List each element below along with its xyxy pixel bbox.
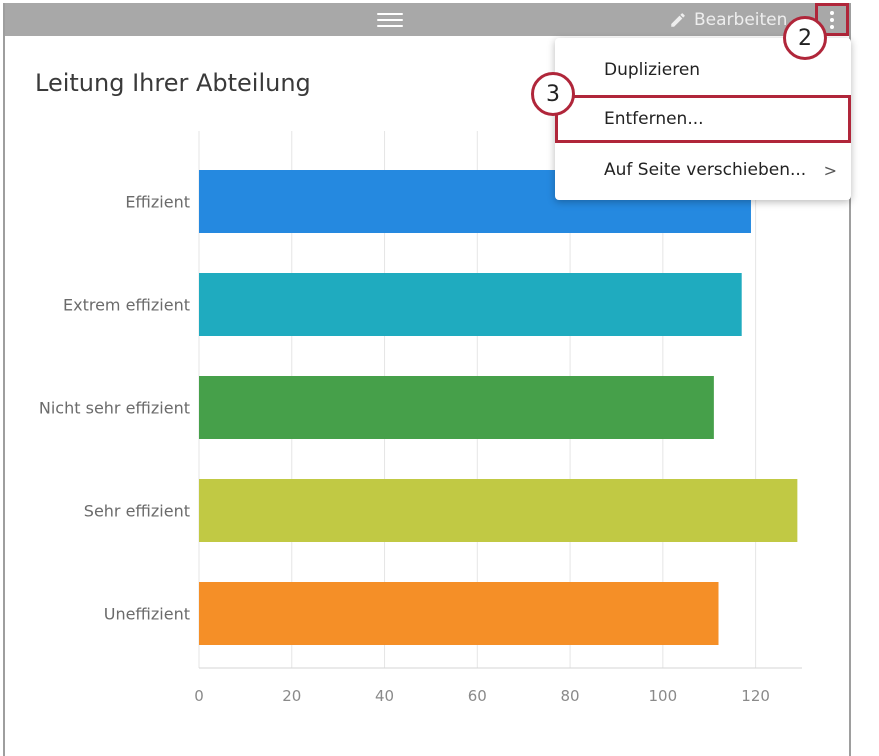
category-label-1: Extrem effizient [63,296,190,315]
x-tick-label-1: 20 [282,687,301,705]
category-label-0: Effizient [125,193,190,212]
x-tick-label-4: 80 [561,687,580,705]
bar-4 [199,582,719,645]
widget-context-menu: Duplizieren Entfernen... Auf Seite versc… [555,38,851,200]
widget-title: Leitung Ihrer Abteilung [35,69,311,97]
menu-item-remove[interactable]: Entfernen... [555,95,851,143]
menu-item-remove-label: Entfernen... [604,109,704,129]
category-label-4: Uneffizient [104,605,190,624]
bar-3 [199,479,798,542]
bar-1 [199,273,742,336]
edit-button[interactable]: Bearbeiten [669,9,787,31]
menu-item-duplicate-label: Duplizieren [604,60,701,80]
step-callout-3: 3 [531,72,575,116]
category-label-3: Sehr effizient [84,502,190,521]
menu-item-duplicate[interactable]: Duplizieren [555,46,851,94]
category-label-2: Nicht sehr effizient [39,399,190,418]
x-tick-label-5: 100 [649,687,678,705]
drag-handle-icon[interactable] [377,13,403,27]
x-tick-label-6: 120 [741,687,770,705]
x-tick-label-2: 40 [375,687,394,705]
chevron-right-icon: > [823,160,837,180]
pencil-icon [671,13,685,27]
x-tick-label-0: 0 [194,687,204,705]
edit-button-label: Bearbeiten [694,10,788,30]
more-vertical-icon [830,10,834,29]
bar-2 [199,376,714,439]
x-tick-label-3: 60 [468,687,487,705]
step-callout-2: 2 [783,16,827,60]
menu-item-move-to-page[interactable]: Auf Seite verschieben... > [555,146,851,194]
menu-item-move-label: Auf Seite verschieben... [604,160,807,180]
